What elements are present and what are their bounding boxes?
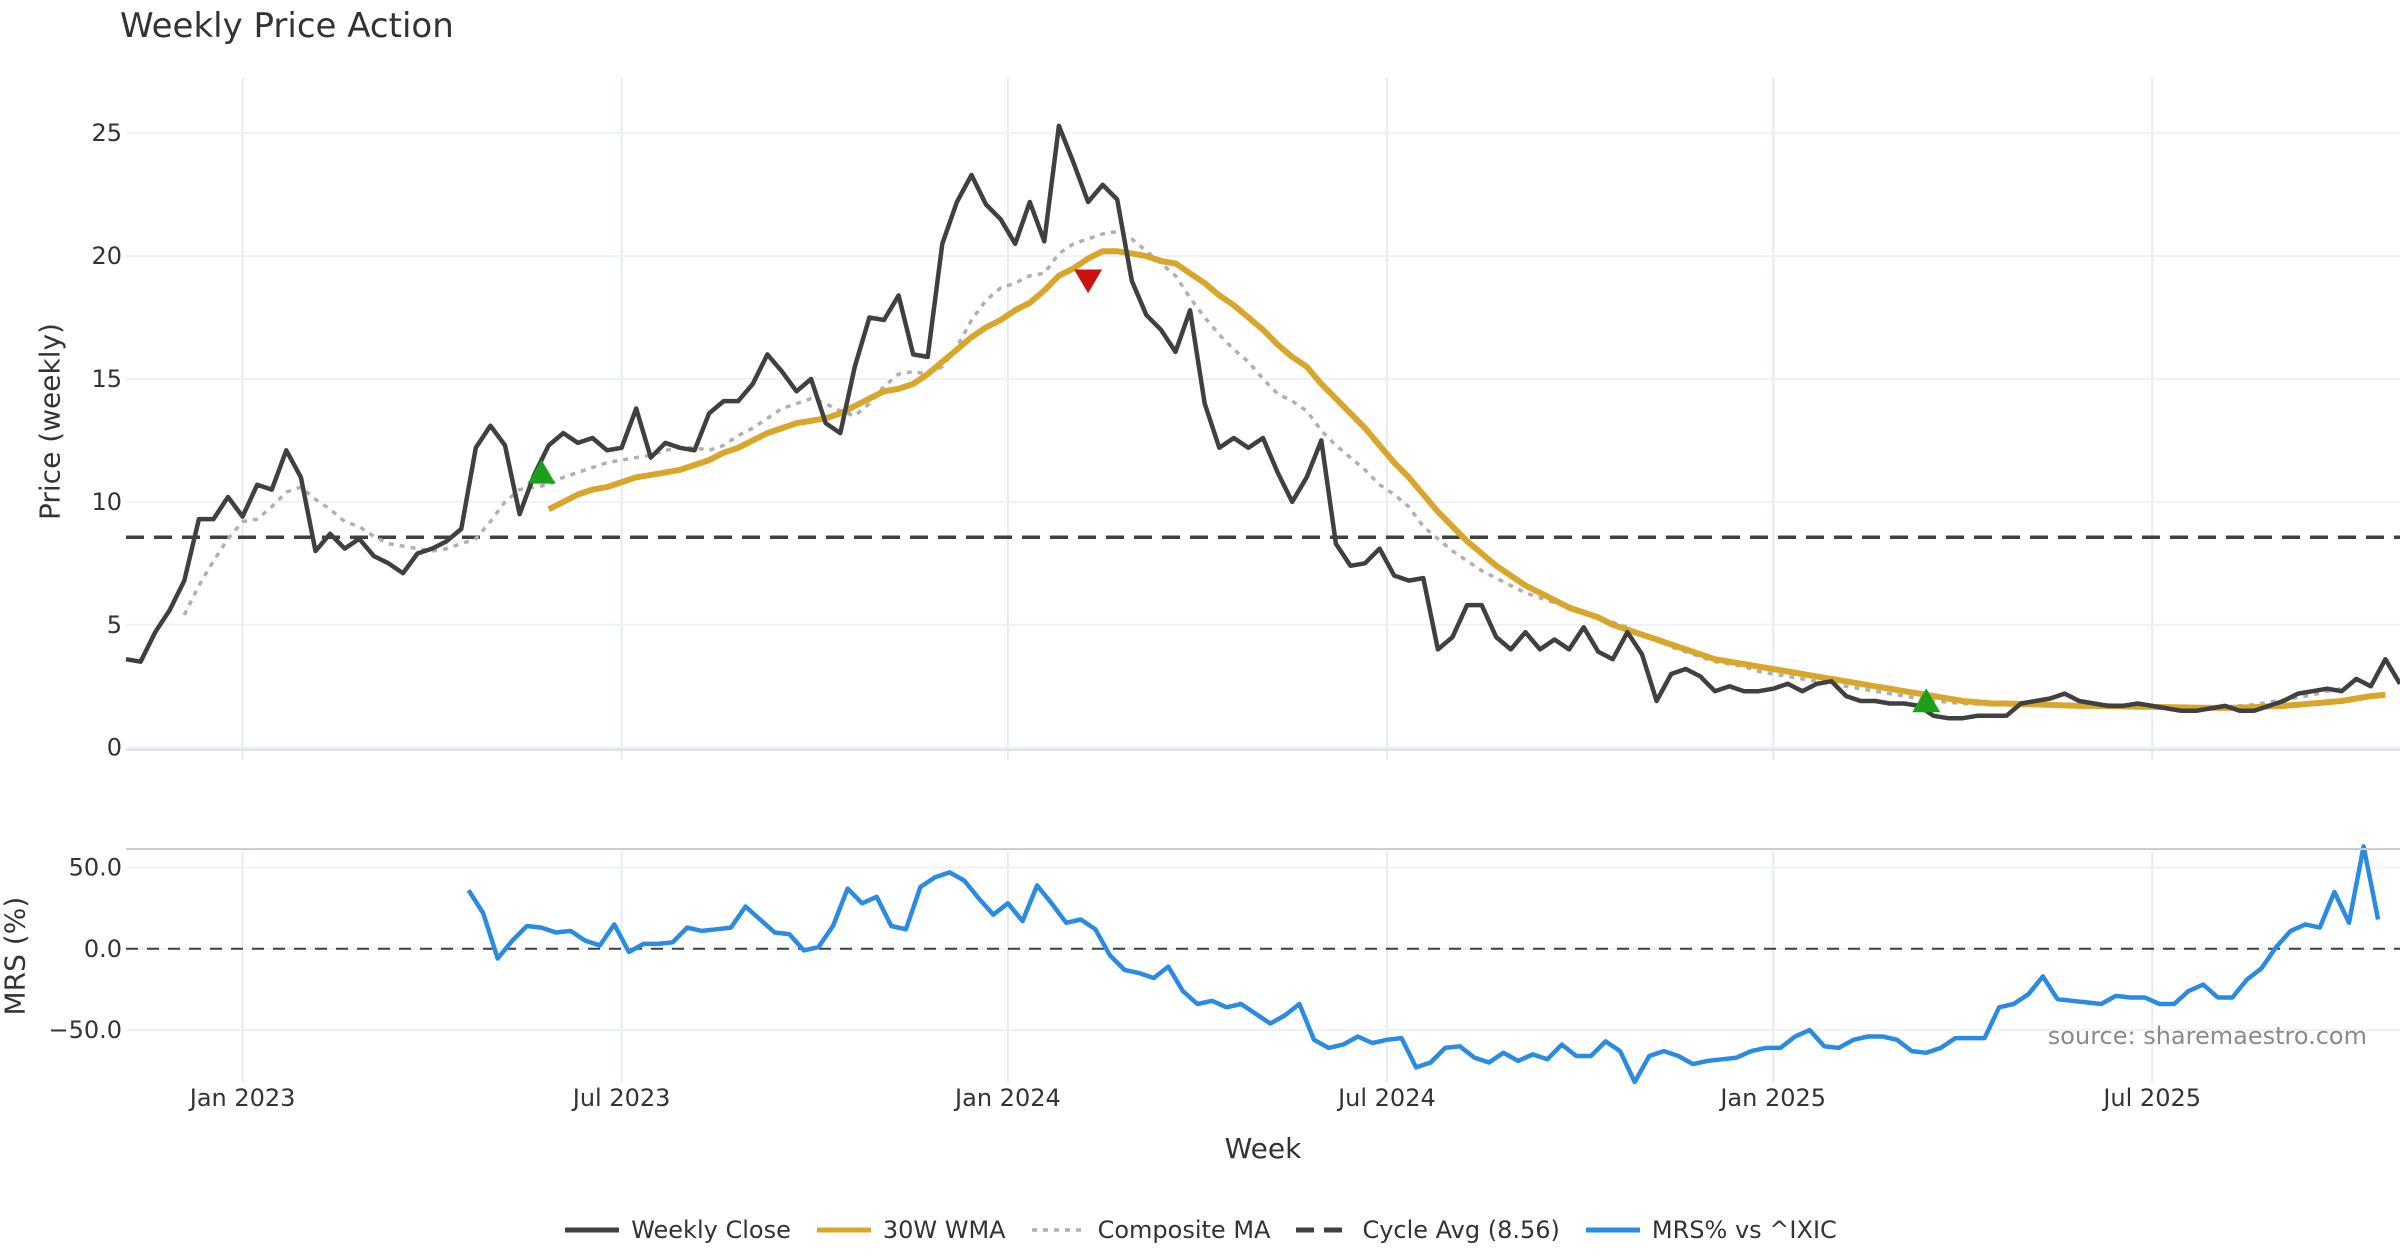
x-tick-label: Jul 2024 <box>1336 1084 1436 1112</box>
legend-label: MRS% vs ^IXIC <box>1651 1216 1837 1244</box>
axes: Jan 2023 Jul 2023 Jan 2024 Jul 2024 Jan 2025… <box>48 119 2400 1112</box>
legend-swatch <box>1585 1227 1640 1233</box>
buy-signal-marker <box>527 459 556 484</box>
legend-label: Weekly Close <box>631 1216 791 1244</box>
x-tick-label: Jan 2023 <box>188 1084 296 1112</box>
wma-30w-line <box>547 248 2386 711</box>
source-annotation: source: sharemaestro.com <box>2048 1022 2367 1050</box>
mrs-panel: source: sharemaestro.com <box>126 844 2400 1085</box>
legend-label: Composite MA <box>1097 1216 1271 1244</box>
legend: Weekly Close 30W WMA Composite MA Cycle Avg… <box>0 1212 2400 1248</box>
legend-item: Weekly Close <box>563 1216 791 1244</box>
sell-signal-marker <box>1074 269 1103 294</box>
price-panel <box>125 123 2400 721</box>
y-tick-label: 5 <box>107 611 122 639</box>
chart-title: Weekly Price Action <box>120 6 454 46</box>
mrs-y-tick-label: 0.0 <box>84 935 122 963</box>
mrs-y-tick-label: −50.0 <box>48 1016 122 1044</box>
mrs-y-tick-label: 50.0 <box>69 854 122 882</box>
gridlines <box>126 78 2400 1082</box>
legend-item: Cycle Avg (8.56) <box>1294 1216 1560 1244</box>
weekly-close-line <box>125 123 2400 721</box>
legend-swatch <box>565 1227 620 1233</box>
composite-ma-line <box>182 229 2342 711</box>
mrs-line <box>466 844 2381 1085</box>
x-tick-label: Jan 2024 <box>953 1084 1061 1112</box>
x-tick-label: Jul 2023 <box>571 1084 671 1112</box>
y-tick-label: 20 <box>91 242 122 270</box>
legend-swatch <box>816 1227 871 1233</box>
x-tick-label: Jan 2025 <box>1718 1084 1826 1112</box>
legend-item: Composite MA <box>1030 1216 1271 1244</box>
y-tick-label: 25 <box>91 119 122 147</box>
legend-item: MRS% vs ^IXIC <box>1584 1216 1837 1244</box>
y-tick-label: 10 <box>91 488 122 516</box>
legend-item: 30W WMA <box>815 1216 1006 1244</box>
legend-swatch <box>1296 1227 1351 1233</box>
y-axis-label-price: Price (weekly) <box>33 323 67 520</box>
y-tick-label: 15 <box>91 365 122 393</box>
legend-label: 30W WMA <box>882 1216 1006 1244</box>
y-axis-label-mrs: MRS (%) <box>0 896 32 1016</box>
y-tick-label: 0 <box>107 734 122 762</box>
x-axis-label: Week <box>1224 1132 1302 1165</box>
x-tick-label: Jul 2025 <box>2101 1084 2201 1112</box>
legend-label: Cycle Avg (8.56) <box>1362 1216 1560 1244</box>
legend-swatch <box>1031 1228 1086 1232</box>
buy-signal-marker <box>1912 688 1941 713</box>
